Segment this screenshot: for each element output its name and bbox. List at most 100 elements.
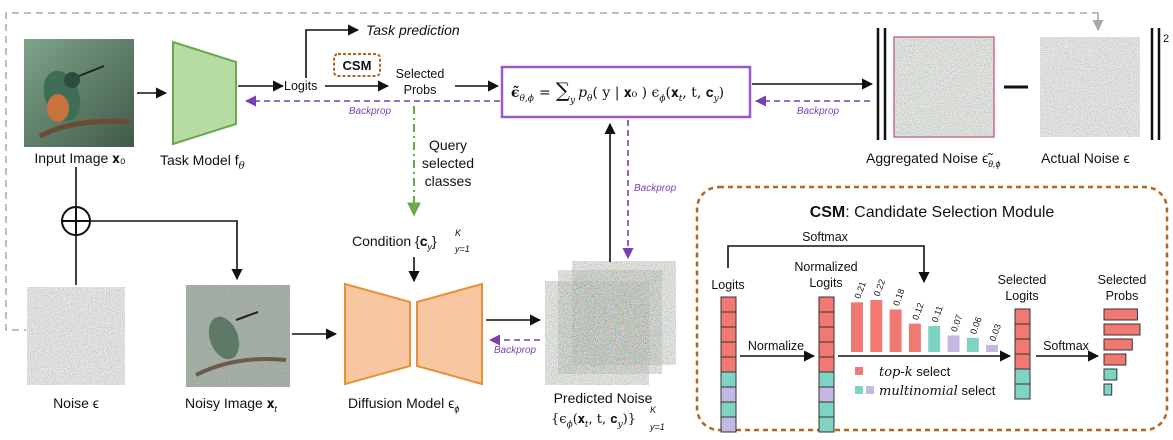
backprop-label-3: Backprop <box>494 345 537 356</box>
selected-probs-label-1: Selected <box>396 67 445 81</box>
csm-selected-probs-label-1: Selected <box>1098 273 1147 287</box>
feedback-loop-line <box>5 12 1099 331</box>
csm-normalized-column <box>818 296 835 433</box>
logits-cell <box>720 416 737 433</box>
logits-label: Logits <box>284 79 317 93</box>
legend-topk-swatch <box>855 367 863 375</box>
normalized-cell <box>818 356 835 373</box>
predicted-noise-sup: K <box>650 405 657 415</box>
condition-range: y=1 <box>454 244 470 254</box>
csm-bar <box>870 300 883 352</box>
selected-logits-cell <box>1014 368 1031 385</box>
predicted-noise-formula: {ϵϕ(𝐱t, t, 𝐜y)} <box>551 412 636 430</box>
diffusion-model-label: Diffusion Model ϵϕ <box>348 395 459 414</box>
csm-bar <box>908 323 921 352</box>
backprop-label-4: Backprop <box>634 183 677 194</box>
condition-label: Condition {𝐜y} <box>352 233 437 252</box>
logits-cell <box>720 386 737 403</box>
csm-prob-bar <box>1103 368 1118 381</box>
csm-prob-bar <box>1103 308 1138 321</box>
noise-label: Noise ϵ <box>53 395 99 411</box>
noisy-image <box>186 285 290 387</box>
csm-selected-logits-label-1: Selected <box>998 273 1047 287</box>
normalize-label: Normalize <box>748 339 804 353</box>
normalized-cell <box>818 326 835 343</box>
csm-bar-chart: 0.21 0.22 0.180.12 0.11 0.07 0.06 0.03 <box>851 278 1003 352</box>
pred-noise-1 <box>544 280 650 386</box>
normalized-cell <box>818 311 835 328</box>
aggregated-noise-image <box>893 36 995 138</box>
noise-image <box>26 286 126 386</box>
softmax-top-label: Softmax <box>802 230 849 244</box>
query-label-3: classes <box>425 173 472 189</box>
normalized-cell <box>818 371 835 388</box>
input-image-label: Input Image 𝐱₀ <box>34 150 126 166</box>
csm-selected-logits-label-2: Logits <box>1005 289 1038 303</box>
logits-cell <box>720 371 737 388</box>
task-model-label: Task Model fθ <box>160 152 245 172</box>
csm-selected-logits-column <box>1014 308 1031 400</box>
csm-prob-bar <box>1103 338 1133 351</box>
legend-multi-label: multinomial select <box>879 383 996 399</box>
normalized-cell <box>818 386 835 403</box>
logits-cell <box>720 311 737 328</box>
csm-bar <box>966 337 979 352</box>
csm-bar <box>889 309 902 352</box>
csm-bar <box>947 335 960 352</box>
predicted-noise-range: y=1 <box>649 422 665 432</box>
backprop-label-2: Backprop <box>797 106 840 117</box>
logits-cell <box>720 341 737 358</box>
equation-box <box>500 65 752 119</box>
actual-noise-label: Actual Noise ϵ <box>1041 150 1130 166</box>
csm-bar <box>986 344 999 352</box>
selected-logits-cell <box>1014 338 1031 355</box>
logits-cell <box>720 356 737 373</box>
condition-sup: K <box>455 228 462 238</box>
logits-cell <box>720 401 737 418</box>
diffusion-encoder <box>344 282 411 386</box>
backprop-label-1: Backprop <box>349 106 392 117</box>
csm-normalized-label-2: Logits <box>809 276 842 290</box>
predicted-noise-label: Predicted Noise <box>554 390 653 406</box>
csm-prob-bar <box>1103 383 1113 396</box>
softmax-top-arrow <box>727 245 930 284</box>
input-image <box>24 39 134 147</box>
csm-selected-probs-bars <box>1103 308 1141 396</box>
csm-badge-label: CSM <box>343 58 372 73</box>
csm-bar <box>851 302 863 352</box>
aggregated-noise-label: Aggregated Noise ϵ̃θ,ϕ <box>866 150 1001 169</box>
csm-prob-bar <box>1103 353 1127 366</box>
normalized-cell <box>818 401 835 418</box>
selected-probs-label-2: Probs <box>404 83 437 97</box>
logits-cell <box>720 296 737 313</box>
csm-selected-probs-label-2: Probs <box>1106 289 1139 303</box>
selected-logits-cell <box>1014 383 1031 400</box>
legend-multi-swatch-2 <box>866 386 874 394</box>
csm-prob-bar <box>1103 323 1141 336</box>
aggregated-noise-frame <box>893 36 995 138</box>
query-label-2: selected <box>422 155 474 171</box>
logits-cell <box>720 326 737 343</box>
csm-normalized-label-1: Normalized <box>794 260 857 274</box>
legend-topk-label: top-k select <box>879 364 951 380</box>
normalized-cell <box>818 296 835 313</box>
csm-badge-box <box>333 53 381 77</box>
query-label-1: Query <box>429 137 467 153</box>
normalized-cell <box>818 416 835 433</box>
arrow-add-to-noisy <box>90 220 243 281</box>
csm-bar <box>928 326 941 352</box>
noisy-image-label: Noisy Image 𝐱t <box>185 395 277 414</box>
actual-noise-image <box>1039 36 1141 138</box>
csm-logits-label: Logits <box>711 278 744 292</box>
csm-panel <box>695 185 1169 432</box>
selected-logits-cell <box>1014 308 1031 325</box>
selected-logits-cell <box>1014 353 1031 370</box>
arrow-to-task-prediction <box>305 24 360 78</box>
csm-logits-column <box>720 296 737 433</box>
norm-exponent: 2 <box>1163 33 1169 45</box>
task-model-block <box>172 40 237 146</box>
csm-panel-title: CSM: Candidate Selection Module <box>810 204 1055 221</box>
softmax-bottom-label: Softmax <box>1043 339 1090 353</box>
